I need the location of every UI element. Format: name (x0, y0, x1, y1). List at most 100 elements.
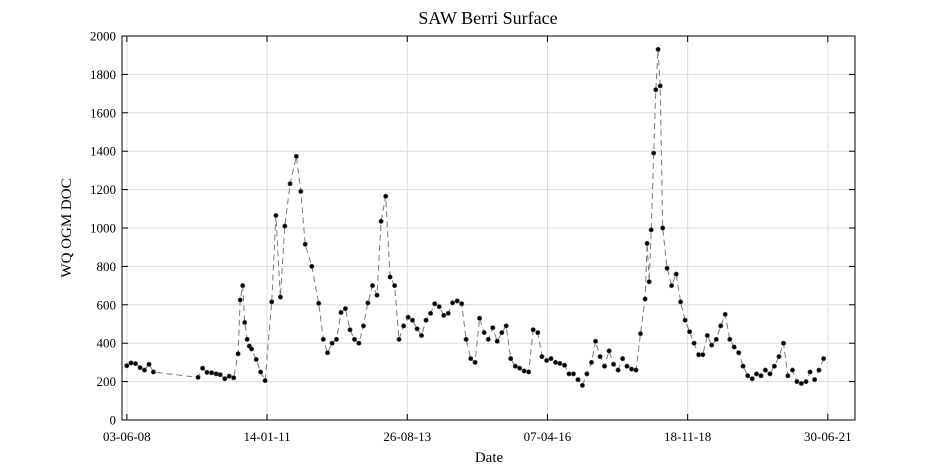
data-point (657, 83, 663, 89)
y-tick-label: 400 (97, 336, 117, 351)
data-point (718, 323, 724, 329)
data-point (237, 297, 243, 303)
data-point (244, 336, 250, 342)
data-point (226, 373, 232, 379)
data-point (490, 325, 496, 331)
data-point (789, 367, 795, 373)
data-point (660, 225, 666, 231)
data-point (418, 332, 424, 338)
data-point (472, 359, 478, 365)
data-point (137, 365, 143, 371)
data-point (356, 340, 362, 346)
data-point (588, 359, 594, 365)
x-tick-label: 07-04-16 (524, 429, 572, 444)
data-point (512, 363, 518, 369)
data-point (150, 369, 156, 375)
axis-ticks: 0 200 400 600 800 1000 1200 1400 1600 1800 2000 03-… (90, 29, 855, 444)
data-point (445, 310, 451, 316)
data-point (222, 376, 228, 382)
data-point (709, 342, 715, 348)
data-point (593, 338, 599, 344)
data-point (606, 348, 612, 354)
y-tick-label: 1200 (90, 182, 116, 197)
data-point (231, 375, 237, 381)
data-point (776, 354, 782, 360)
data-point (383, 193, 389, 199)
data-point (320, 336, 326, 342)
data-point (610, 361, 616, 367)
data-point (277, 294, 283, 300)
data-point (653, 87, 659, 93)
data-point (494, 338, 500, 344)
data-point (396, 336, 402, 342)
y-tick-label: 2000 (90, 29, 116, 44)
data-point (646, 279, 652, 285)
data-point (780, 340, 786, 346)
data-point (727, 336, 733, 342)
data-point (235, 351, 241, 357)
x-axis-title: Date (475, 450, 504, 466)
data-point (798, 380, 804, 386)
data-point (409, 317, 415, 323)
data-point (673, 271, 679, 277)
data-point (713, 336, 719, 342)
data-point (740, 363, 746, 369)
data-point (262, 378, 268, 384)
data-point (722, 311, 728, 317)
data-point (803, 379, 809, 385)
data-point (450, 300, 456, 306)
data-point (584, 371, 590, 377)
x-tick-label: 03-06-08 (103, 429, 151, 444)
data-point (561, 362, 567, 368)
data-point (360, 323, 366, 329)
data-point (128, 360, 134, 366)
data-point (133, 361, 139, 367)
x-tick-label: 14-01-11 (243, 429, 290, 444)
data-point (258, 369, 264, 375)
data-point (821, 356, 827, 362)
data-point (539, 354, 545, 360)
data-point (696, 352, 702, 358)
data-points (124, 46, 827, 388)
data-point (253, 356, 259, 362)
series-line (126, 49, 825, 387)
data-point (414, 326, 420, 332)
data-point (436, 304, 442, 310)
data-point (209, 370, 215, 376)
data-point (753, 371, 759, 377)
data-point (273, 213, 279, 219)
data-point (767, 371, 773, 377)
data-point (503, 323, 509, 329)
data-point (477, 315, 483, 321)
data-point (459, 301, 465, 307)
data-point (655, 46, 661, 52)
data-point (324, 350, 330, 356)
data-point (481, 330, 487, 336)
data-point (620, 356, 626, 362)
data-point (601, 363, 607, 369)
data-point (365, 300, 371, 306)
data-point (691, 340, 697, 346)
y-tick-label: 1800 (90, 67, 116, 82)
data-point (682, 317, 688, 323)
data-point (566, 371, 572, 377)
data-point (217, 372, 223, 378)
data-point (597, 354, 603, 360)
data-point (548, 356, 554, 362)
data-point (378, 218, 384, 224)
data-point (579, 382, 585, 388)
data-point (544, 357, 550, 363)
x-tick-label: 18-11-18 (664, 429, 711, 444)
y-tick-label: 200 (97, 374, 117, 389)
chart-title: SAW Berri Surface (418, 8, 557, 28)
x-tick-label: 30-06-21 (804, 429, 852, 444)
data-point (423, 317, 429, 323)
data-point (269, 299, 275, 305)
data-point (374, 292, 380, 298)
data-point (637, 331, 643, 337)
data-point (405, 314, 411, 320)
data-point (731, 344, 737, 350)
data-point (771, 363, 777, 369)
data-point (812, 377, 818, 383)
data-point (624, 363, 630, 369)
